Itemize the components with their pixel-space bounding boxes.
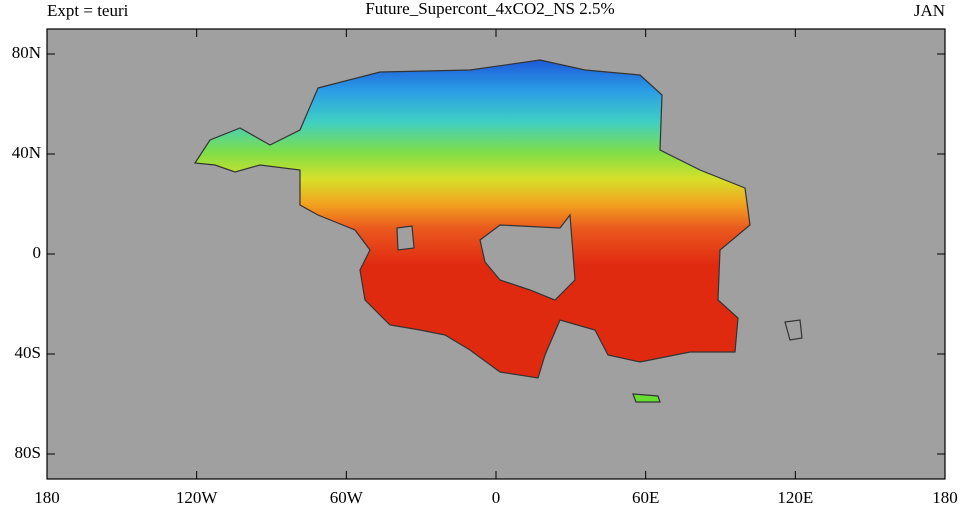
x-tick-label: 180	[932, 488, 958, 507]
inland-sea	[479, 213, 576, 301]
y-tick-label: 40S	[15, 343, 41, 362]
island	[632, 393, 661, 403]
map-title: Future_Supercont_4xCO2_NS 2.5%	[365, 0, 614, 18]
month-label: JAN	[914, 1, 945, 20]
island	[784, 319, 803, 341]
x-tick-label: 120E	[777, 488, 813, 507]
x-tick-label: 0	[492, 488, 501, 507]
y-tick-label: 80S	[15, 443, 41, 462]
supercontinent	[193, 59, 751, 379]
x-tick-label: 60E	[632, 488, 659, 507]
y-tick-label: 80N	[12, 43, 41, 62]
y-tick-label: 40N	[12, 143, 41, 162]
y-tick-label: 0	[33, 243, 42, 262]
x-tick-label: 120W	[176, 488, 219, 507]
x-tick-label: 60W	[330, 488, 364, 507]
x-tick-label: 180	[34, 488, 60, 507]
inland-lake	[396, 225, 415, 251]
experiment-label: Expt = teuri	[47, 1, 129, 20]
